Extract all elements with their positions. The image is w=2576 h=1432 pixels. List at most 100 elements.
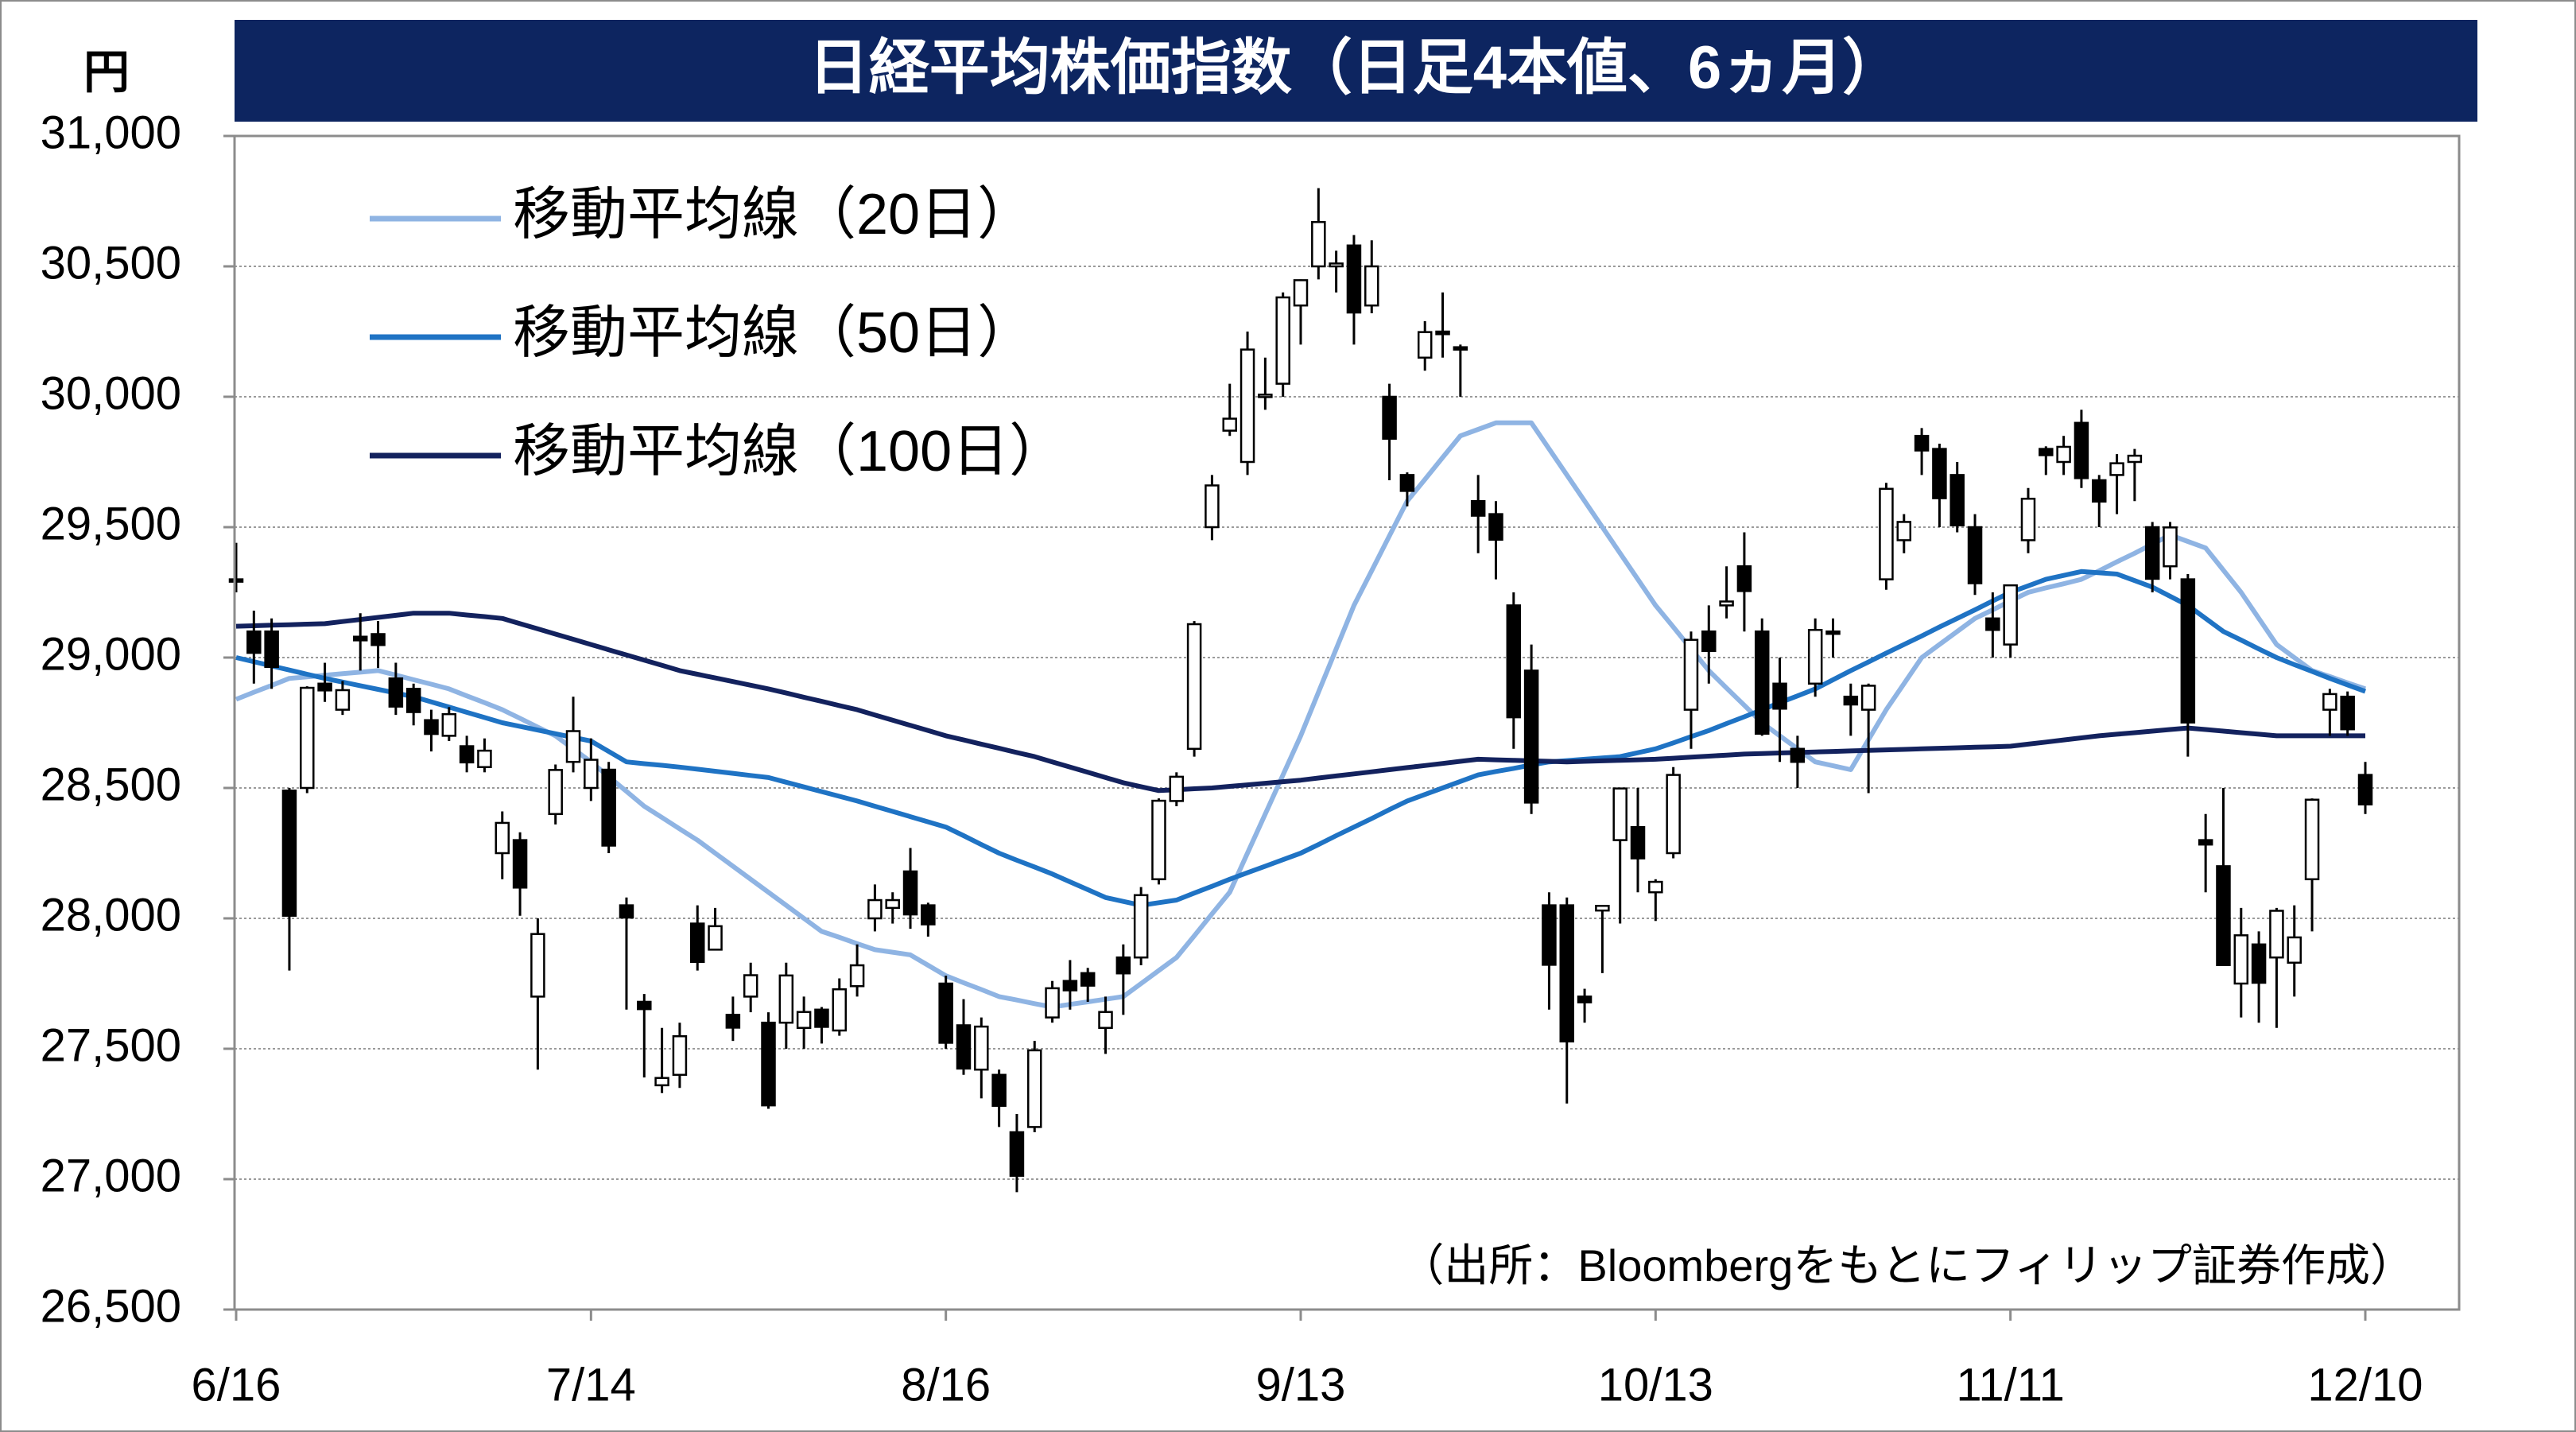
candle-body	[584, 759, 599, 790]
candle-body	[2092, 479, 2107, 503]
candle-body	[814, 1008, 829, 1028]
candle-body	[1045, 987, 1060, 1019]
x-tick-label: 10/13	[1598, 1359, 1713, 1411]
candle-body	[1275, 296, 1290, 385]
candle-body	[867, 898, 883, 920]
candle-body	[1666, 774, 1681, 855]
candle-body	[1399, 474, 1415, 492]
candle-body	[335, 689, 351, 711]
candle-body	[2039, 448, 2054, 456]
candle-body	[530, 933, 545, 998]
candle-body	[264, 630, 279, 669]
y-tick-label: 30,000	[41, 367, 181, 419]
candle-body	[2180, 578, 2196, 724]
candle-body	[1346, 244, 1362, 314]
candle-body	[281, 790, 297, 917]
candle-body	[1985, 617, 2000, 631]
candle-body	[2163, 526, 2178, 568]
candle-body	[1736, 565, 1752, 592]
candle-body	[477, 749, 492, 769]
candle-body	[1133, 894, 1149, 959]
candle-body	[885, 898, 900, 910]
candle-body	[2144, 526, 2160, 580]
candle-body	[548, 769, 563, 816]
candle-body	[956, 1024, 972, 1070]
y-tick-label: 29,500	[41, 498, 181, 549]
legend: 移動平均線（20日） 移動平均線（50日） 移動平均線（100日）	[370, 183, 1066, 483]
candle-body	[424, 719, 439, 735]
legend-label: 移動平均線（50日）	[513, 301, 1034, 365]
candle-body	[1612, 787, 1627, 841]
y-tick-label: 27,500	[41, 1019, 181, 1071]
candle-body	[1009, 1131, 1025, 1177]
candle-body	[1080, 972, 1096, 987]
x-tick-label: 11/11	[1956, 1359, 2065, 1411]
legend-label: 移動平均線（100日）	[513, 420, 1066, 483]
candle-body	[1417, 331, 1433, 359]
candle-body	[902, 870, 918, 916]
candle-body	[2322, 693, 2337, 711]
y-tick-label: 28,000	[41, 889, 181, 941]
candle-body	[1754, 630, 1770, 735]
candle-body	[441, 712, 457, 737]
candle-body	[2127, 454, 2143, 464]
candle-body	[2003, 584, 2018, 646]
chart-title: 日経平均株価指数（日足4本値、6ヵ月）	[809, 34, 1903, 102]
candle-body	[2074, 421, 2089, 479]
y-tick-label: 29,000	[41, 628, 181, 680]
y-tick-label: 31,000	[41, 107, 181, 158]
candle-body	[2357, 774, 2373, 805]
candle-body	[2304, 798, 2320, 881]
candle-body	[796, 1011, 812, 1030]
candle-body	[2056, 445, 2071, 464]
candle-body	[743, 974, 758, 998]
candle-body	[1896, 521, 1912, 541]
candle-body	[1258, 394, 1273, 398]
candle-body	[1825, 630, 1841, 635]
candle-body	[1949, 474, 1965, 526]
candle-body	[974, 1025, 989, 1071]
candle-body	[1860, 685, 1876, 711]
y-tick-label: 30,500	[41, 237, 181, 289]
candle-body	[637, 1000, 652, 1011]
candle-body	[1843, 695, 1859, 706]
candle-body	[2109, 462, 2124, 476]
candle-body	[1311, 220, 1326, 268]
candle-body	[1364, 265, 1379, 307]
y-tick-label: 26,500	[41, 1280, 181, 1332]
candle-body	[778, 974, 794, 1024]
candle-body	[1470, 499, 1486, 517]
candle-body	[1719, 600, 1734, 607]
candle-body	[1701, 630, 1717, 653]
candle-body	[388, 677, 404, 708]
candle-body	[761, 1021, 776, 1107]
candle-body	[1772, 682, 1787, 710]
candle-body	[1115, 956, 1131, 975]
moving-average-line	[235, 611, 2365, 794]
x-tick-label: 8/16	[901, 1359, 991, 1411]
candle-body	[1914, 434, 1930, 452]
candle-body	[1329, 262, 1344, 268]
candle-body	[1648, 880, 1663, 894]
y-tick-label: 27,000	[41, 1150, 181, 1201]
candle-body	[459, 745, 475, 764]
candle-body	[2198, 839, 2213, 846]
candle-body	[512, 839, 528, 889]
candle-body	[1169, 775, 1185, 802]
y-tick-label: 28,500	[41, 759, 181, 810]
candle-body	[1098, 1011, 1113, 1030]
candle-body	[1382, 395, 1397, 440]
candle-body	[832, 988, 848, 1032]
axes: 26,500 27,000 27,500 28,000 28,500 29,000 29,5…	[41, 107, 2423, 1411]
candle-body	[1523, 669, 1539, 804]
candle-body	[495, 821, 510, 855]
source-note: （出所：Bloombergをもとにフィリップ証券作成）	[1399, 1240, 2415, 1290]
candle-body	[725, 1014, 741, 1029]
x-tick-label: 9/13	[1256, 1359, 1346, 1411]
candle-body	[2216, 865, 2231, 966]
candle-body	[1222, 417, 1237, 432]
y-axis-label: 円	[83, 46, 130, 98]
candle-body	[1205, 484, 1220, 529]
candle-body	[619, 904, 634, 919]
